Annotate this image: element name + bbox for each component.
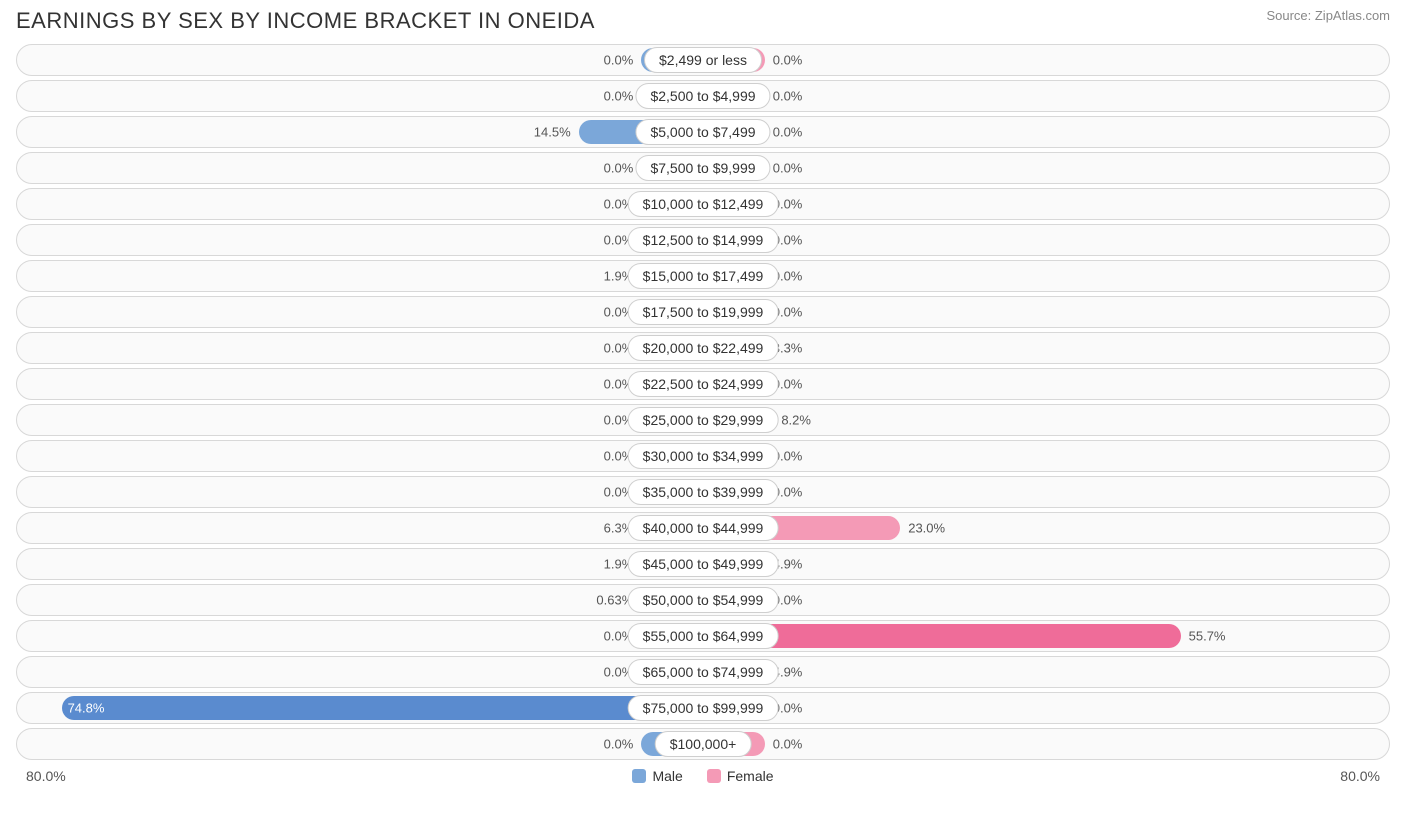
bracket-label: $40,000 to $44,999 xyxy=(628,515,779,541)
chart-row: 0.63%0.0%$50,000 to $54,999 xyxy=(16,584,1390,616)
bracket-label: $35,000 to $39,999 xyxy=(628,479,779,505)
chart-title: EARNINGS BY SEX BY INCOME BRACKET IN ONE… xyxy=(16,8,595,34)
chart-row: 14.5%0.0%$5,000 to $7,499 xyxy=(16,116,1390,148)
bracket-label: $30,000 to $34,999 xyxy=(628,443,779,469)
bracket-label: $5,000 to $7,499 xyxy=(635,119,770,145)
swatch-female xyxy=(707,769,721,783)
chart-row: 0.0%55.7%$55,000 to $64,999 xyxy=(16,620,1390,652)
chart-row: 0.0%0.0%$22,500 to $24,999 xyxy=(16,368,1390,400)
value-label-female: 55.7% xyxy=(1181,629,1226,644)
chart-row: 0.0%0.0%$7,500 to $9,999 xyxy=(16,152,1390,184)
chart-header: EARNINGS BY SEX BY INCOME BRACKET IN ONE… xyxy=(0,0,1406,44)
bracket-label: $10,000 to $12,499 xyxy=(628,191,779,217)
bracket-label: $25,000 to $29,999 xyxy=(628,407,779,433)
bracket-label: $65,000 to $74,999 xyxy=(628,659,779,685)
bracket-label: $15,000 to $17,499 xyxy=(628,263,779,289)
chart-row: 0.0% 0.0%$2,499 or less xyxy=(16,44,1390,76)
value-label-female: 0.0% xyxy=(765,53,803,68)
bracket-label: $50,000 to $54,999 xyxy=(628,587,779,613)
chart-row: 0.0%0.0%$30,000 to $34,999 xyxy=(16,440,1390,472)
chart-row: 1.9%0.0%$15,000 to $17,499 xyxy=(16,260,1390,292)
axis-max-right: 80.0% xyxy=(1340,768,1380,784)
chart-row: 0.0%0.0%$35,000 to $39,999 xyxy=(16,476,1390,508)
bracket-label: $20,000 to $22,499 xyxy=(628,335,779,361)
swatch-male xyxy=(632,769,646,783)
bracket-label: $12,500 to $14,999 xyxy=(628,227,779,253)
legend-item-female: Female xyxy=(707,768,774,784)
chart-row: 0.0%8.2%$25,000 to $29,999 xyxy=(16,404,1390,436)
legend: Male Female xyxy=(66,768,1341,784)
chart-source: Source: ZipAtlas.com xyxy=(1266,8,1390,23)
chart-row: 0.0%0.0%$2,500 to $4,999 xyxy=(16,80,1390,112)
value-label-male: 0.0% xyxy=(604,53,642,68)
legend-item-male: Male xyxy=(632,768,682,784)
legend-label-male: Male xyxy=(652,768,682,784)
chart-row: 0.0%3.3%$20,000 to $22,499 xyxy=(16,332,1390,364)
chart-footer: 80.0% Male Female 80.0% xyxy=(0,764,1406,794)
axis-max-left: 80.0% xyxy=(26,768,66,784)
value-label-female: 23.0% xyxy=(900,521,945,536)
legend-label-female: Female xyxy=(727,768,774,784)
bracket-label: $100,000+ xyxy=(655,731,752,757)
bracket-label: $75,000 to $99,999 xyxy=(628,695,779,721)
chart-row: 6.3%23.0%$40,000 to $44,999 xyxy=(16,512,1390,544)
bracket-label: $2,499 or less xyxy=(644,47,762,73)
chart-row: 0.0% 0.0% $100,000+ xyxy=(16,728,1390,760)
value-label-female: 8.2% xyxy=(773,413,811,428)
value-label-male: 14.5% xyxy=(534,125,579,140)
bracket-label: $22,500 to $24,999 xyxy=(628,371,779,397)
bracket-label: $2,500 to $4,999 xyxy=(635,83,770,109)
diverging-bar-chart: 0.0%0.0%$2,499 or less0.0%0.0%$2,500 to … xyxy=(0,44,1406,760)
chart-row: 0.0%0.0%$10,000 to $12,499 xyxy=(16,188,1390,220)
bracket-label: $45,000 to $49,999 xyxy=(628,551,779,577)
value-label-female: 0.0% xyxy=(765,737,803,752)
value-label-male: 74.8% xyxy=(68,701,105,716)
bar-male xyxy=(62,696,703,720)
bracket-label: $17,500 to $19,999 xyxy=(628,299,779,325)
chart-row: 0.0%0.0%$17,500 to $19,999 xyxy=(16,296,1390,328)
chart-row: 0.0%0.0%$12,500 to $14,999 xyxy=(16,224,1390,256)
bracket-label: $55,000 to $64,999 xyxy=(628,623,779,649)
chart-row: 74.8%0.0%$75,000 to $99,999 xyxy=(16,692,1390,724)
chart-row: 1.9%4.9%$45,000 to $49,999 xyxy=(16,548,1390,580)
value-label-male: 0.0% xyxy=(604,737,642,752)
bracket-label: $7,500 to $9,999 xyxy=(635,155,770,181)
chart-row: 0.0%4.9%$65,000 to $74,999 xyxy=(16,656,1390,688)
